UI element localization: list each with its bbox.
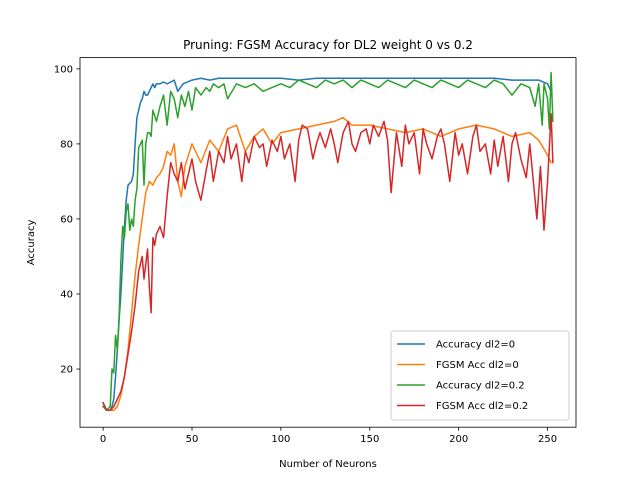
legend-label-3: FGSM Acc dl2=0.2 xyxy=(436,401,528,412)
chart-title: Pruning: FGSM Accuracy for DL2 weight 0 … xyxy=(183,38,473,52)
series-line-0 xyxy=(102,77,553,412)
x-tick-label: 200 xyxy=(449,434,468,445)
x-axis-label: Number of Neurons xyxy=(279,459,377,470)
y-tick-label: 40 xyxy=(60,289,73,300)
legend-label-0: Accuracy dl2=0 xyxy=(436,340,515,351)
x-tick-label: 150 xyxy=(360,434,379,445)
y-tick-label: 60 xyxy=(60,214,73,225)
x-tick-label: 250 xyxy=(538,434,557,445)
series-line-1 xyxy=(102,116,553,412)
y-tick-label: 20 xyxy=(60,365,73,376)
y-tick-label: 80 xyxy=(60,139,73,150)
y-axis-label: Accuracy xyxy=(26,219,37,265)
x-tick-label: 50 xyxy=(186,434,199,445)
series-lines xyxy=(102,71,554,412)
plot-frame xyxy=(79,57,577,428)
x-axis-ticks: 0 50 100 150 200 250 xyxy=(100,427,557,445)
legend-box xyxy=(390,330,570,421)
series-line-2 xyxy=(102,71,554,412)
legend-label-1: FGSM Acc dl2=0 xyxy=(436,360,519,371)
y-tick-label: 100 xyxy=(54,64,73,75)
x-tick-label: 0 xyxy=(100,434,106,445)
series-line-3 xyxy=(102,113,554,412)
legend-label-2: Accuracy dl2=0.2 xyxy=(436,381,525,392)
x-tick-label: 100 xyxy=(271,434,290,445)
y-axis-ticks: 20 40 60 80 100 xyxy=(54,64,80,376)
legend: Accuracy dl2=0 FGSM Acc dl2=0 Accuracy dl2… xyxy=(390,330,570,421)
